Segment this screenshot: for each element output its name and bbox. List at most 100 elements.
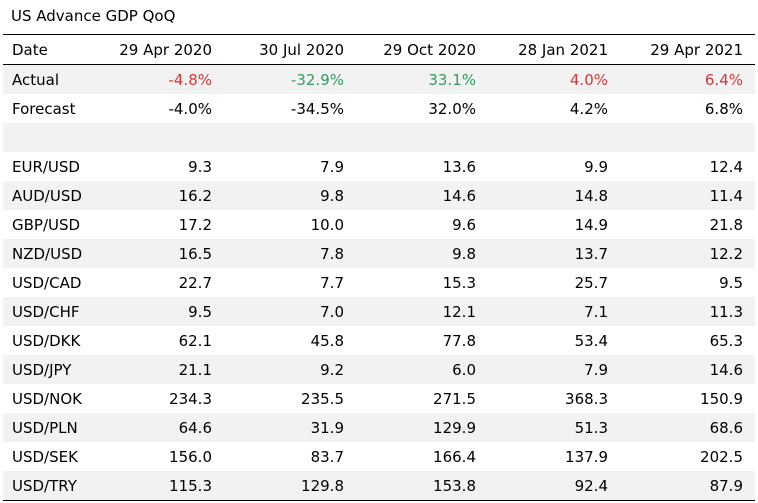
- pair-value: 51.3: [574, 418, 608, 437]
- table-row: GBP/USD 17.2 10.0 9.6 14.9 21.8: [3, 210, 755, 239]
- forecast-value: 6.8%: [704, 99, 743, 118]
- row-label: Forecast: [12, 99, 76, 118]
- pair-label: USD/CHF: [12, 302, 80, 321]
- forecast-value: 4.2%: [569, 99, 608, 118]
- pair-value: 13.7: [574, 244, 608, 263]
- pair-label: EUR/USD: [12, 157, 80, 176]
- header-date: 30 Jul 2020: [259, 40, 344, 59]
- pair-value: 92.4: [574, 476, 608, 495]
- spacer-row: [3, 123, 755, 152]
- actual-value: 4.0%: [569, 70, 608, 89]
- pair-value: 9.2: [320, 360, 344, 379]
- pair-value: 14.9: [574, 215, 608, 234]
- actual-row: Actual -4.8% -32.9% 33.1% 4.0% 6.4%: [3, 64, 755, 94]
- table-row: USD/TRY 115.3 129.8 153.8 92.4 87.9: [3, 471, 755, 501]
- row-label: Actual: [12, 70, 59, 89]
- pair-label: GBP/USD: [12, 215, 81, 234]
- pair-value: 137.9: [565, 447, 608, 466]
- pair-value: 7.7: [320, 273, 344, 292]
- pair-value: 45.8: [310, 331, 344, 350]
- pair-value: 64.6: [178, 418, 212, 437]
- forecast-row: Forecast -4.0% -34.5% 32.0% 4.2% 6.8%: [3, 94, 755, 123]
- pair-label: USD/DKK: [12, 331, 81, 350]
- pair-value: 14.6: [709, 360, 743, 379]
- pair-value: 9.9: [584, 157, 608, 176]
- pair-value: 129.9: [433, 418, 476, 437]
- pair-label: USD/TRY: [12, 476, 77, 495]
- pair-value: 11.4: [709, 186, 743, 205]
- table-row: AUD/USD 16.2 9.8 14.6 14.8 11.4: [3, 181, 755, 210]
- table-row: NZD/USD 16.5 7.8 9.8 13.7 12.2: [3, 239, 755, 268]
- pair-value: 7.9: [320, 157, 344, 176]
- pair-value: 53.4: [574, 331, 608, 350]
- table-row: USD/CHF 9.5 7.0 12.1 7.1 11.3: [3, 297, 755, 326]
- pair-value: 9.8: [452, 244, 476, 263]
- table-row: USD/DKK 62.1 45.8 77.8 53.4 65.3: [3, 326, 755, 355]
- table-title: US Advance GDP QoQ: [11, 7, 176, 25]
- pair-value: 77.8: [442, 331, 476, 350]
- pair-label: NZD/USD: [12, 244, 83, 263]
- pair-label: USD/CAD: [12, 273, 82, 292]
- header-date-label: Date: [12, 40, 48, 59]
- pair-label: USD/SEK: [12, 447, 78, 466]
- pair-value: 153.8: [433, 476, 476, 495]
- pair-value: 9.8: [320, 186, 344, 205]
- pair-value: 14.8: [574, 186, 608, 205]
- pair-value: 156.0: [169, 447, 212, 466]
- pair-value: 235.5: [301, 389, 344, 408]
- pair-value: 31.9: [310, 418, 344, 437]
- header-date: 29 Apr 2020: [119, 40, 212, 59]
- pair-value: 12.2: [709, 244, 743, 263]
- header-date: 29 Apr 2021: [650, 40, 743, 59]
- pair-value: 115.3: [169, 476, 212, 495]
- pair-value: 12.1: [442, 302, 476, 321]
- pair-label: USD/JPY: [12, 360, 72, 379]
- pair-value: 234.3: [169, 389, 212, 408]
- pair-label: USD/NOK: [12, 389, 82, 408]
- forecast-value: 32.0%: [428, 99, 476, 118]
- pair-value: 7.8: [320, 244, 344, 263]
- pair-value: 7.9: [584, 360, 608, 379]
- pair-label: AUD/USD: [12, 186, 82, 205]
- header-row: Date 29 Apr 2020 30 Jul 2020 29 Oct 2020…: [3, 34, 755, 65]
- pair-value: 7.0: [320, 302, 344, 321]
- pair-value: 15.3: [442, 273, 476, 292]
- pair-value: 129.8: [301, 476, 344, 495]
- pair-value: 11.3: [709, 302, 743, 321]
- pair-value: 12.4: [709, 157, 743, 176]
- header-date: 28 Jan 2021: [518, 40, 608, 59]
- pair-value: 202.5: [700, 447, 743, 466]
- pair-value: 9.5: [188, 302, 212, 321]
- pair-value: 9.5: [719, 273, 743, 292]
- pair-value: 150.9: [700, 389, 743, 408]
- pair-value: 14.6: [442, 186, 476, 205]
- pair-value: 87.9: [709, 476, 743, 495]
- pair-value: 13.6: [442, 157, 476, 176]
- pair-value: 68.6: [709, 418, 743, 437]
- actual-value: -32.9%: [290, 70, 344, 89]
- table-row: USD/PLN 64.6 31.9 129.9 51.3 68.6: [3, 413, 755, 442]
- pair-value: 25.7: [574, 273, 608, 292]
- table-row: USD/JPY 21.1 9.2 6.0 7.9 14.6: [3, 355, 755, 384]
- pair-value: 7.1: [584, 302, 608, 321]
- actual-value: 33.1%: [428, 70, 476, 89]
- pair-value: 166.4: [433, 447, 476, 466]
- pair-value: 6.0: [452, 360, 476, 379]
- pair-value: 16.5: [178, 244, 212, 263]
- table-row: USD/NOK 234.3 235.5 271.5 368.3 150.9: [3, 384, 755, 413]
- table-row: USD/CAD 22.7 7.7 15.3 25.7 9.5: [3, 268, 755, 297]
- pair-value: 16.2: [178, 186, 212, 205]
- table-row: EUR/USD 9.3 7.9 13.6 9.9 12.4: [3, 152, 755, 181]
- pair-value: 271.5: [433, 389, 476, 408]
- pair-value: 22.7: [178, 273, 212, 292]
- actual-value: 6.4%: [704, 70, 743, 89]
- header-date: 29 Oct 2020: [383, 40, 476, 59]
- spacer-cell: [3, 123, 755, 152]
- forecast-value: -4.0%: [168, 99, 212, 118]
- pair-value: 83.7: [310, 447, 344, 466]
- pair-value: 9.6: [452, 215, 476, 234]
- pair-value: 10.0: [310, 215, 344, 234]
- table-row: USD/SEK 156.0 83.7 166.4 137.9 202.5: [3, 442, 755, 471]
- pair-value: 9.3: [188, 157, 212, 176]
- pair-value: 21.8: [709, 215, 743, 234]
